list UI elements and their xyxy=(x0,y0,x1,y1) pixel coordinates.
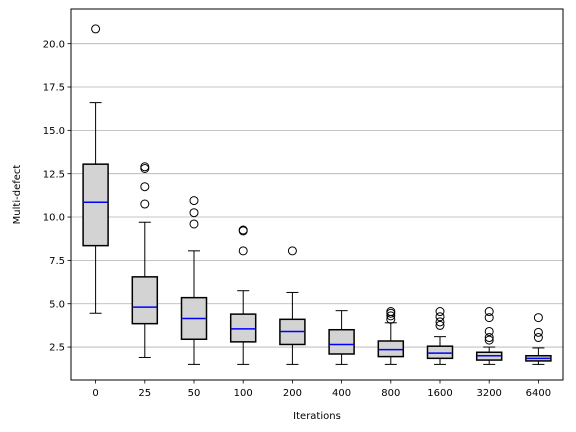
box-iqr xyxy=(82,163,109,247)
outlier-point xyxy=(435,317,445,327)
box-series xyxy=(82,24,552,365)
y-tick-label: 12.5 xyxy=(43,169,65,180)
outlier-point xyxy=(435,307,445,317)
outlier-point xyxy=(533,327,543,337)
x-tick-label: 200 xyxy=(283,388,302,399)
outlier-point xyxy=(91,24,101,34)
box-3200 xyxy=(475,307,503,365)
box-50 xyxy=(180,196,208,365)
outlier-point xyxy=(238,225,248,235)
outlier-point xyxy=(140,163,150,173)
outlier-point xyxy=(484,307,494,317)
y-tick-label: 2.5 xyxy=(49,343,65,354)
box-1600 xyxy=(426,307,454,365)
box-800 xyxy=(377,307,405,365)
box-25 xyxy=(131,162,159,358)
x-tick-label: 0 xyxy=(92,388,98,399)
x-tick-label: 3200 xyxy=(476,388,501,399)
outlier-point xyxy=(189,208,199,218)
x-tick-label: 6400 xyxy=(526,388,551,399)
y-tick-label: 10.0 xyxy=(43,213,65,224)
y-tick-label: 20.0 xyxy=(43,39,65,50)
box-100 xyxy=(229,225,257,365)
box-iqr xyxy=(131,276,159,325)
plot-area-frame xyxy=(70,8,564,381)
outlier-point xyxy=(533,333,543,343)
outlier-point xyxy=(484,335,494,345)
box-iqr xyxy=(426,345,454,360)
box-6400 xyxy=(525,313,552,365)
box-200 xyxy=(279,246,306,365)
outlier-point xyxy=(140,182,150,192)
x-tick-label: 400 xyxy=(332,388,351,399)
outlier-point xyxy=(140,199,150,209)
outlier-point xyxy=(533,313,543,323)
outlier-point xyxy=(140,162,150,172)
box-iqr xyxy=(328,328,355,355)
outlier-point xyxy=(484,326,494,336)
outlier-point xyxy=(189,196,199,206)
outlier-point xyxy=(386,307,396,317)
y-tick-label: 17.5 xyxy=(43,83,65,94)
outlier-point xyxy=(484,313,494,323)
x-tick-label: 25 xyxy=(138,388,151,399)
axis-ticks: 2.5 5.0 7.5 10.0 12.5 15.0 17.5 20.0 0 25 50 100 200… xyxy=(43,39,551,399)
outlier-point xyxy=(484,333,494,343)
outlier-point xyxy=(238,246,248,256)
x-tick-label: 800 xyxy=(381,388,400,399)
x-tick-label: 1600 xyxy=(427,388,452,399)
y-tick-label: 5.0 xyxy=(49,299,65,310)
box-iqr xyxy=(229,313,257,343)
box-400 xyxy=(328,310,355,365)
y-tick-label: 7.5 xyxy=(49,256,65,267)
outlier-point xyxy=(435,312,445,322)
x-tick-label: 100 xyxy=(234,388,253,399)
x-tick-label: 50 xyxy=(188,388,201,399)
outlier-point xyxy=(189,219,199,229)
y-tick-label: 15.0 xyxy=(43,126,65,137)
x-axis-label: Iterations xyxy=(293,411,341,422)
outlier-point xyxy=(386,311,396,321)
outlier-point xyxy=(435,320,445,330)
y-axis-label: Multi-defect xyxy=(12,165,23,225)
box-iqr xyxy=(377,340,405,358)
box-0 xyxy=(82,24,109,314)
outlier-point xyxy=(287,246,297,256)
